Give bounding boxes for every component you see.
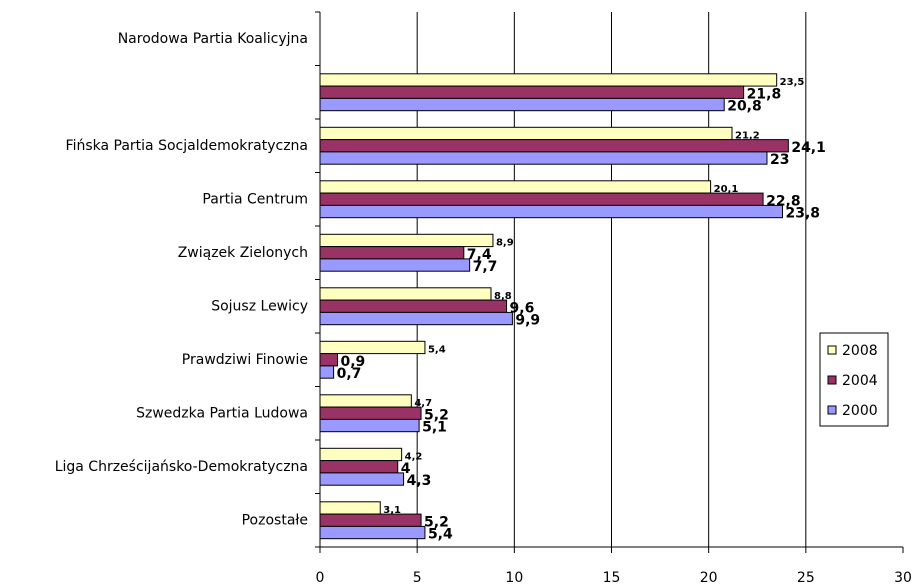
value-label: 5,4 bbox=[428, 527, 453, 543]
value-label: 23 bbox=[770, 152, 789, 168]
y-tick-label: Sojusz Lewicy bbox=[211, 298, 308, 314]
y-tick-label: Pozostałe bbox=[242, 512, 308, 528]
legend-swatch bbox=[827, 405, 837, 415]
bar bbox=[319, 406, 422, 420]
value-label: 7,7 bbox=[473, 259, 498, 275]
value-label: 4,7 bbox=[414, 398, 432, 409]
bar bbox=[319, 233, 494, 248]
bar bbox=[319, 287, 492, 301]
y-tick-label: Fińska Partia Socjaldemokratyczna bbox=[66, 138, 308, 154]
value-label: 7,4 bbox=[467, 247, 492, 263]
x-tick-label: 5 bbox=[413, 570, 422, 586]
y-tick-label: Związek Zielonych bbox=[178, 245, 308, 261]
legend-label: 2000 bbox=[842, 403, 878, 419]
y-tick-label: Partia Centrum bbox=[202, 191, 308, 207]
x-tick-label: 20 bbox=[700, 570, 718, 586]
value-label: 21,2 bbox=[735, 130, 760, 141]
value-label: 21,8 bbox=[747, 86, 782, 102]
value-label: 4 bbox=[401, 461, 411, 477]
value-label: 5,4 bbox=[428, 344, 446, 355]
y-tick-label: Liga Chrześcijańsko-Demokratyczna bbox=[55, 459, 308, 475]
value-label: 5,2 bbox=[424, 407, 449, 423]
bar bbox=[319, 394, 412, 408]
legend-label: 2008 bbox=[842, 343, 878, 359]
bar bbox=[319, 258, 471, 272]
bar bbox=[319, 180, 712, 194]
legend-label: 2004 bbox=[842, 373, 878, 389]
bar bbox=[319, 365, 335, 379]
bar bbox=[319, 85, 745, 99]
value-label: 8,9 bbox=[496, 237, 514, 248]
bar bbox=[319, 311, 513, 326]
value-label: 5,1 bbox=[422, 420, 447, 436]
value-label: 4,2 bbox=[405, 451, 423, 462]
value-label: 9,6 bbox=[510, 300, 535, 316]
value-label: 3,1 bbox=[383, 505, 401, 516]
value-label: 24,1 bbox=[791, 140, 826, 156]
value-label: 0,9 bbox=[340, 354, 365, 370]
bar bbox=[319, 513, 422, 527]
bar bbox=[319, 353, 338, 367]
bar bbox=[319, 299, 508, 313]
value-label: 23,8 bbox=[786, 206, 821, 222]
x-tick-label: 10 bbox=[505, 570, 523, 586]
bar bbox=[319, 192, 764, 206]
value-label: 23,5 bbox=[780, 77, 805, 88]
value-label: 0,7 bbox=[337, 366, 362, 382]
value-label: 5,2 bbox=[424, 514, 449, 530]
legend-swatch bbox=[827, 345, 837, 355]
bar bbox=[319, 418, 420, 433]
legend-swatch bbox=[827, 375, 837, 385]
value-label: 9,9 bbox=[515, 313, 540, 329]
bar bbox=[319, 340, 426, 355]
x-tick-label: 25 bbox=[797, 570, 815, 586]
bar bbox=[319, 204, 784, 219]
bar bbox=[319, 126, 733, 141]
bar bbox=[319, 151, 768, 165]
bar bbox=[319, 472, 405, 486]
value-label: 4,3 bbox=[407, 473, 432, 489]
bar bbox=[319, 447, 403, 462]
x-tick-label: 30 bbox=[894, 570, 912, 586]
bar bbox=[319, 525, 426, 540]
bar bbox=[319, 501, 381, 515]
bar bbox=[319, 97, 725, 112]
value-label: 20,1 bbox=[714, 184, 739, 195]
x-tick-label: 0 bbox=[316, 570, 325, 586]
bar bbox=[319, 139, 789, 153]
x-tick-label: 15 bbox=[603, 570, 621, 586]
bar bbox=[319, 246, 465, 260]
y-tick-label: Prawdziwi Finowie bbox=[182, 352, 308, 368]
value-label: 8,8 bbox=[494, 291, 512, 302]
y-tick-label: Szwedzka Partia Ludowa bbox=[136, 405, 308, 421]
value-label: 20,8 bbox=[727, 99, 762, 115]
y-tick-label: Narodowa Partia Koalicyjna bbox=[118, 31, 308, 47]
bar bbox=[319, 460, 399, 474]
bar bbox=[319, 73, 778, 87]
